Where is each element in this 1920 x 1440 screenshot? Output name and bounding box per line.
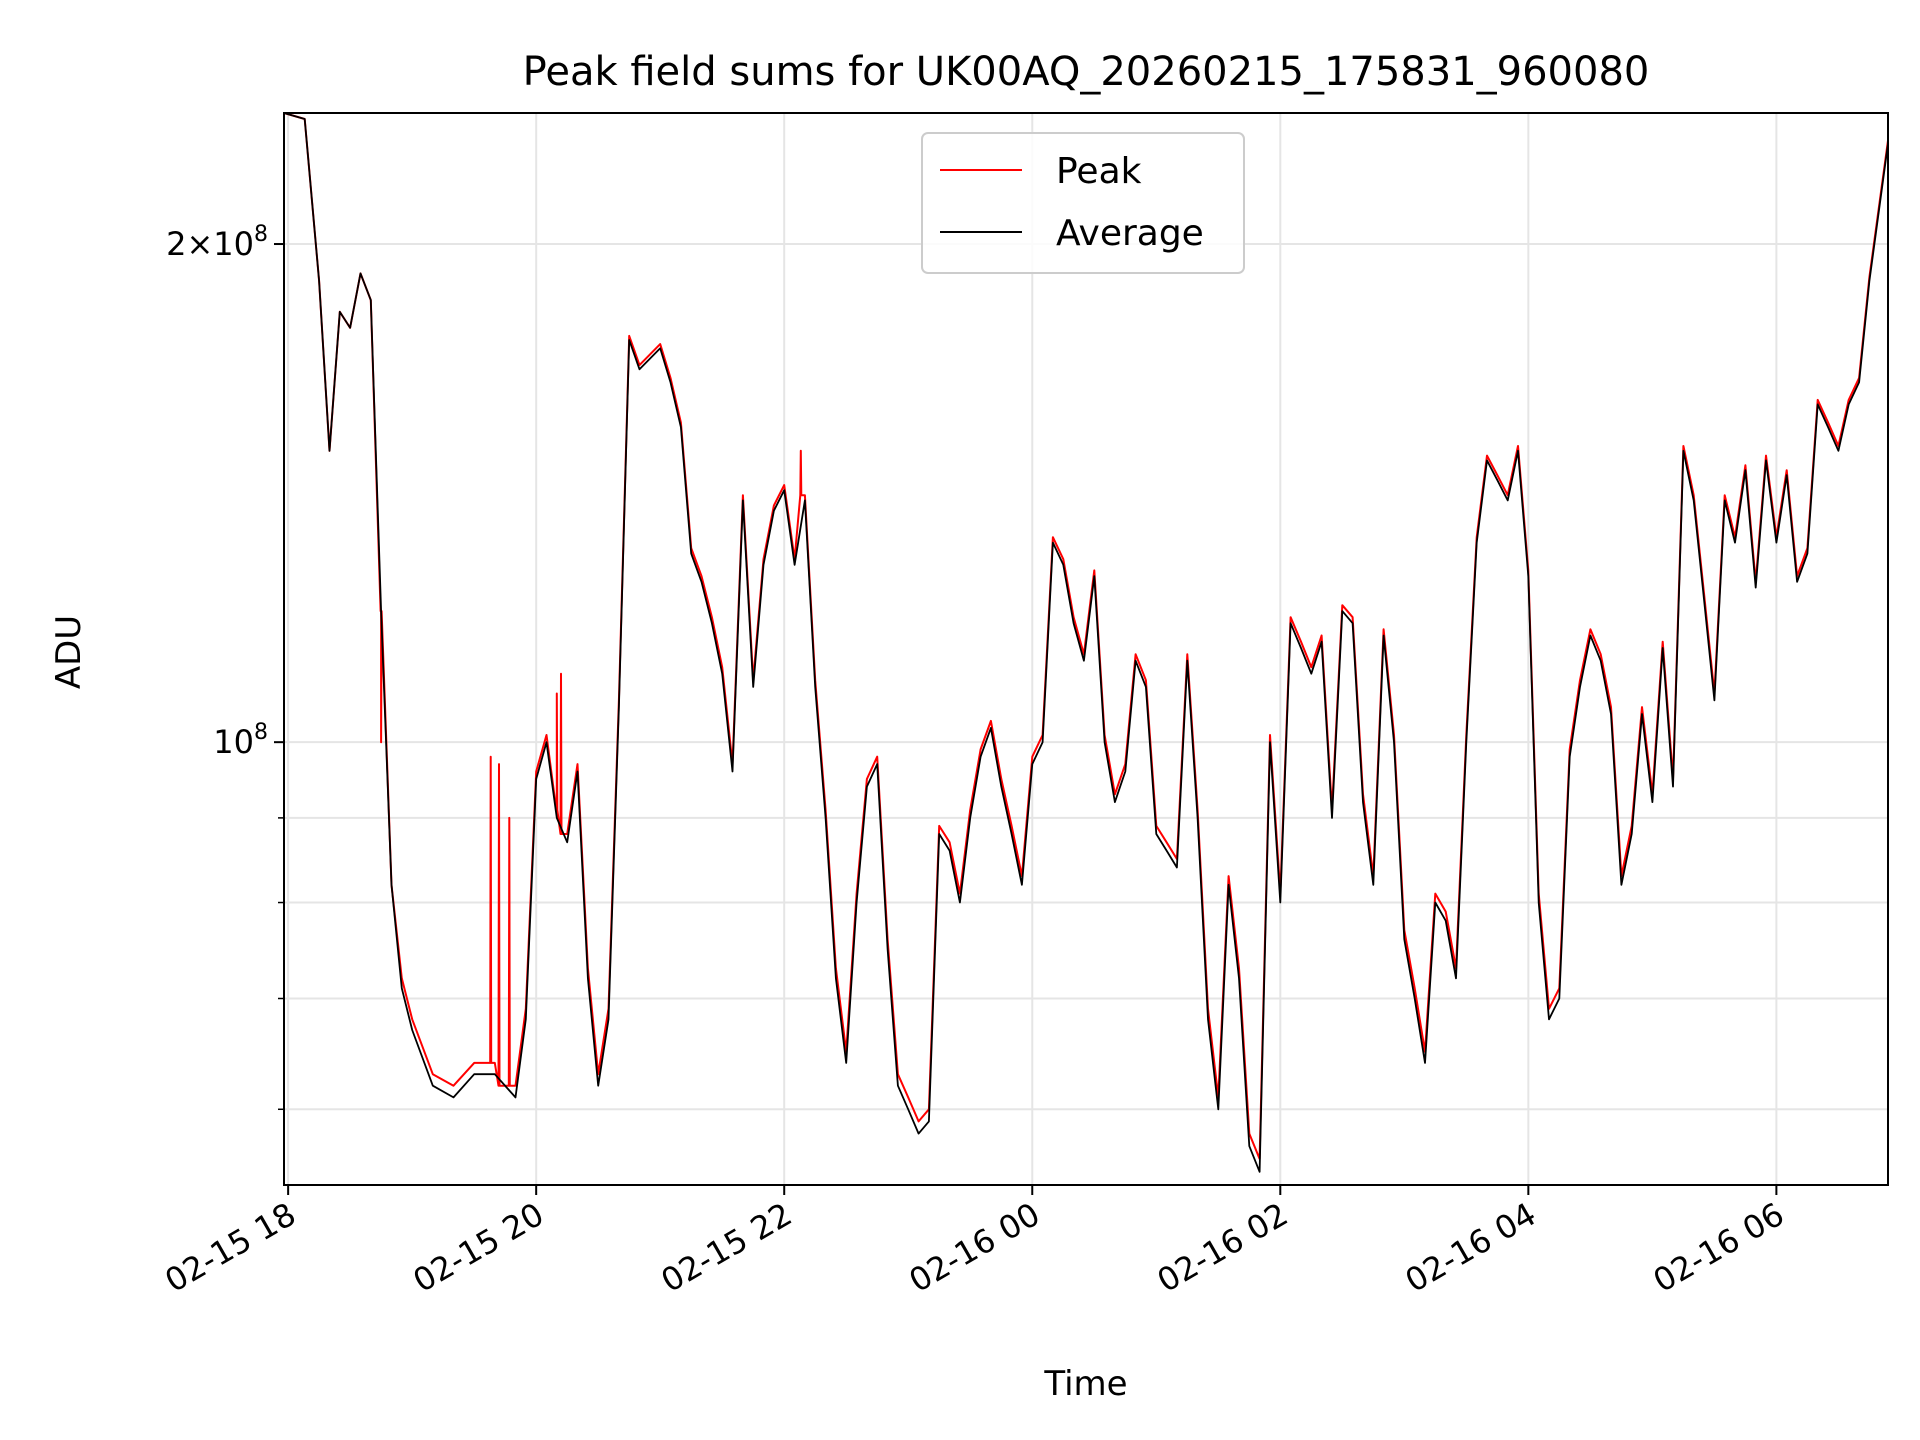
series-line-peak [283,112,1889,1160]
plot-area [283,112,1889,1173]
chart-title: Peak field sums for UK00AQ_20260215_1758… [523,49,1650,95]
y-axis-label: ADU [49,615,89,689]
series-line-average [283,112,1889,1173]
plot-frame [283,112,1889,1186]
legend-label-peak: Peak [1056,151,1142,192]
x-axis-label: Time [1043,1364,1127,1404]
legend-box [921,132,1245,274]
y-tick-label: 108 [213,720,268,761]
legend-label-average: Average [1056,213,1204,254]
legend: Peak Average [921,132,1245,274]
grid [284,113,1888,1185]
y-tick-label: 2×108 [166,222,268,263]
y-axis: 108 2×108 [166,222,284,1111]
